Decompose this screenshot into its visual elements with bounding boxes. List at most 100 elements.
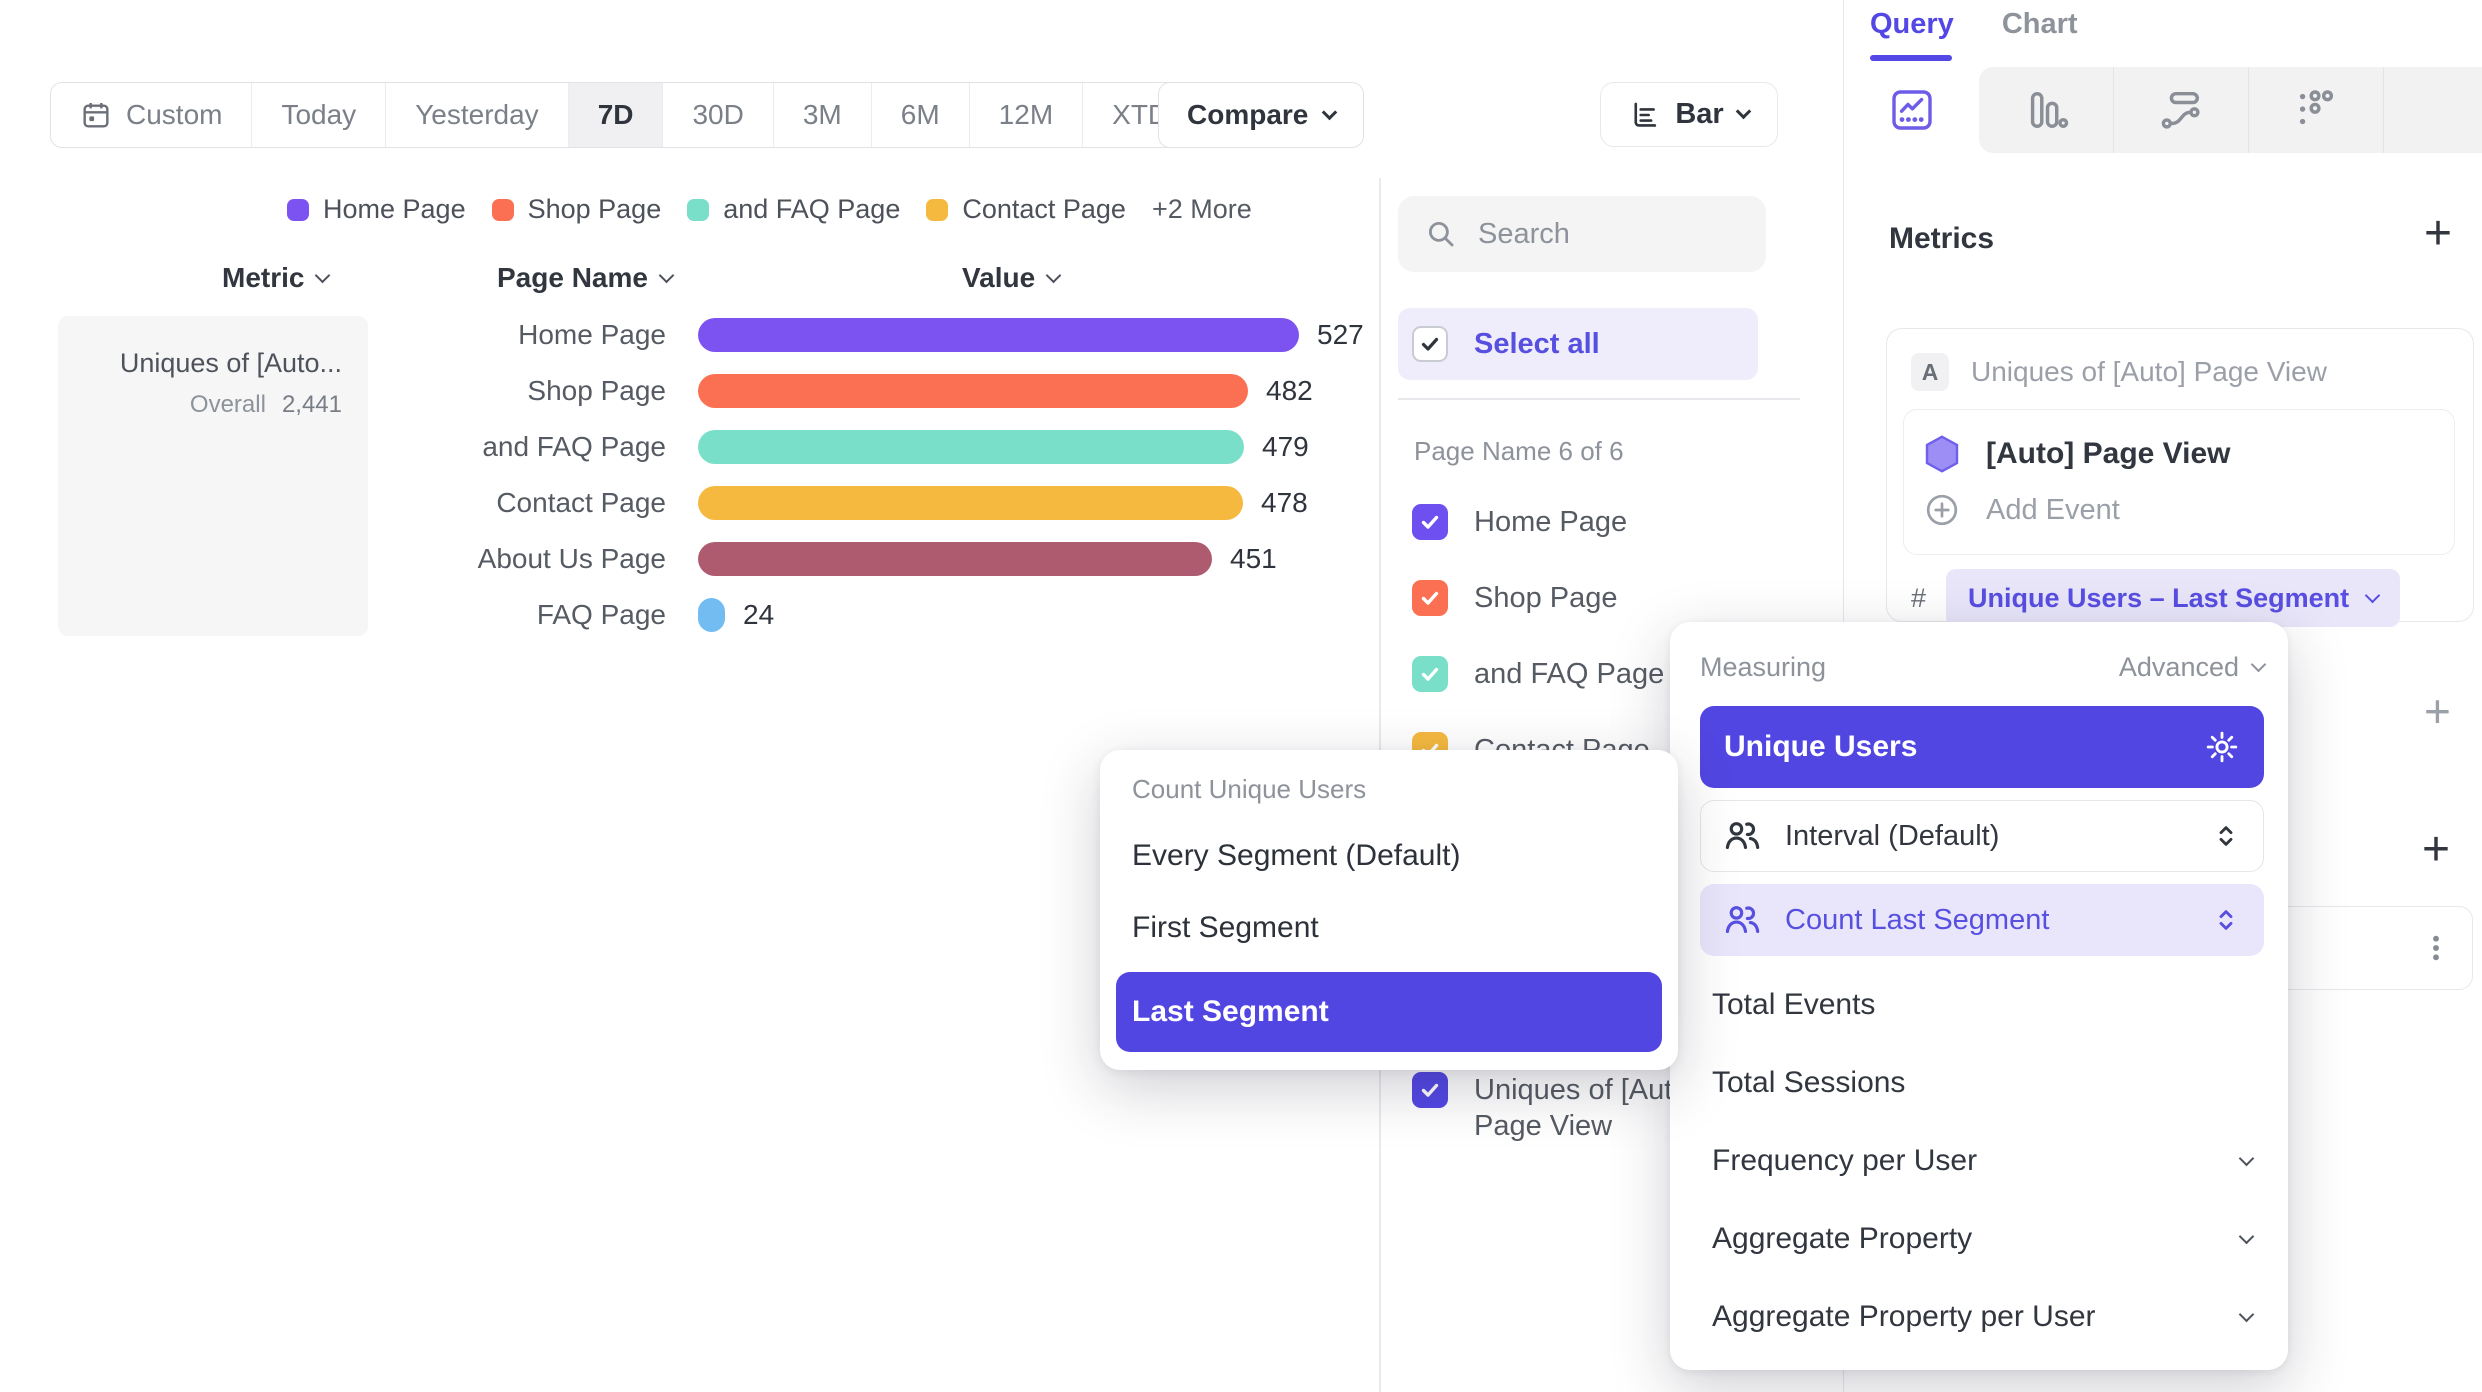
chevron-down-icon xyxy=(2238,1228,2255,1244)
date-range-30d[interactable]: 30D xyxy=(663,83,774,147)
metric-cell[interactable]: Uniques of [Auto... Overall 2,441 xyxy=(58,316,368,636)
measuring-option-aggregate-property[interactable]: Aggregate Property xyxy=(1700,1200,2264,1278)
legend-swatch xyxy=(926,198,949,221)
measurement-pill-label: Unique Users – Last Segment xyxy=(1968,582,2350,613)
date-range-6m[interactable]: 6M xyxy=(872,83,970,147)
column-header-value-label: Value xyxy=(962,262,1036,293)
row-value: 482 xyxy=(1266,375,1313,406)
row-value: 527 xyxy=(1317,319,1364,350)
value-bar[interactable] xyxy=(698,542,1212,576)
add-breakdown-button[interactable]: + xyxy=(2422,823,2451,876)
measuring-option-label: Aggregate Property per User xyxy=(1712,1300,2096,1333)
date-range-12m[interactable]: 12M xyxy=(970,83,1084,147)
chart-type-button[interactable]: Bar xyxy=(1600,82,1778,147)
filter-item-uniques[interactable]: Uniques of [Auto] Page View xyxy=(1412,1072,1730,1145)
filter-item-home-page[interactable]: Home Page xyxy=(1412,484,1669,560)
report-tab-insights[interactable] xyxy=(1844,67,1979,153)
filter-item-and-faq-page[interactable]: and FAQ Page xyxy=(1412,636,1669,712)
measuring-option-aggregate-property-per-user[interactable]: Aggregate Property per User xyxy=(1700,1278,2264,1356)
date-range-label: 3M xyxy=(802,99,842,130)
tab-chart[interactable]: Chart xyxy=(2001,8,2078,40)
measuring-option-label: Aggregate Property xyxy=(1712,1222,1973,1255)
measuring-suboption-interval[interactable]: Interval (Default) xyxy=(1700,800,2264,872)
measuring-option-total-sessions[interactable]: Total Sessions xyxy=(1700,1044,2264,1122)
sort-toggle-icon[interactable] xyxy=(2211,905,2241,935)
measurement-pill[interactable]: Unique Users – Last Segment xyxy=(1946,569,2401,627)
value-bar[interactable] xyxy=(698,318,1299,352)
checkbox-checked[interactable] xyxy=(1412,1072,1448,1108)
row-label[interactable]: FAQ Page xyxy=(536,599,666,630)
gear-icon[interactable] xyxy=(2204,729,2240,765)
event-card: [Auto] Page View Add Event xyxy=(1903,409,2455,555)
checkbox-checked[interactable] xyxy=(1412,656,1448,692)
column-header-page-name[interactable]: Page Name xyxy=(497,262,675,294)
overall-value: 2,441 xyxy=(281,391,342,418)
metric-card: A Uniques of [Auto] Page View [Auto] Pag… xyxy=(1886,328,2474,627)
report-tab-flows[interactable] xyxy=(2114,67,2249,153)
kebab-menu-icon[interactable] xyxy=(2420,932,2452,964)
value-bar[interactable] xyxy=(698,486,1243,520)
report-tab-retention[interactable] xyxy=(2249,67,2384,153)
filter-divider xyxy=(1398,398,1800,400)
tab-query[interactable]: Query xyxy=(1870,8,1954,40)
add-metric-button[interactable]: + xyxy=(2424,207,2453,260)
add-filter-button[interactable]: + xyxy=(2424,685,2451,737)
date-range-custom[interactable]: Custom xyxy=(51,83,253,147)
advanced-label: Advanced xyxy=(2118,651,2239,682)
flows-icon xyxy=(2161,91,2200,129)
report-tab-funnels[interactable] xyxy=(1979,67,2114,153)
date-range-label: 30D xyxy=(692,99,744,130)
legend-item-home-page[interactable]: Home Page xyxy=(287,194,466,225)
event-row[interactable]: [Auto] Page View xyxy=(1924,426,2454,482)
search-box[interactable] xyxy=(1398,196,1766,272)
select-all-row[interactable]: Select all xyxy=(1398,308,1758,380)
checkbox-checked[interactable] xyxy=(1412,580,1448,616)
measuring-title: Measuring xyxy=(1700,651,1827,682)
row-label[interactable]: Contact Page xyxy=(496,487,666,518)
column-header-value[interactable]: Value xyxy=(962,262,1062,294)
filter-item-shop-page[interactable]: Shop Page xyxy=(1412,560,1669,636)
value-bar[interactable] xyxy=(698,430,1244,464)
legend-item-shop-page[interactable]: Shop Page xyxy=(491,194,661,225)
filter-item-label: and FAQ Page xyxy=(1474,657,1665,690)
segment-option-first-segment[interactable]: First Segment xyxy=(1132,911,1319,944)
compare-button[interactable]: Compare xyxy=(1158,82,1365,148)
measuring-option-unique-users[interactable]: Unique Users xyxy=(1700,706,2264,788)
checkbox-checked[interactable] xyxy=(1412,504,1448,540)
measuring-dropdown: Measuring Advanced Unique Users Interval… xyxy=(1670,622,2288,1370)
value-bar[interactable] xyxy=(698,598,725,632)
table-row-contact-page: Contact Page 478 xyxy=(0,475,1370,531)
add-event-row[interactable]: Add Event xyxy=(1924,482,2454,538)
advanced-toggle[interactable]: Advanced xyxy=(2118,651,2267,683)
row-label[interactable]: About Us Page xyxy=(477,543,666,574)
row-value: 451 xyxy=(1230,543,1277,574)
select-all-checkbox[interactable] xyxy=(1412,326,1448,362)
value-bar[interactable] xyxy=(698,374,1248,408)
measuring-option-frequency-per-user[interactable]: Frequency per User xyxy=(1700,1122,2264,1200)
row-label[interactable]: Shop Page xyxy=(527,375,666,406)
column-header-page-name-label: Page Name xyxy=(497,262,648,293)
date-range-yesterday[interactable]: Yesterday xyxy=(386,83,569,147)
legend-item-and-faq-page[interactable]: and FAQ Page xyxy=(687,194,900,225)
chevron-down-icon xyxy=(658,267,675,283)
legend-swatch xyxy=(687,198,710,221)
check-icon xyxy=(1421,1083,1439,1097)
measuring-option-total-events[interactable]: Total Events xyxy=(1700,966,2264,1044)
date-range-7d[interactable]: 7D xyxy=(568,83,664,147)
search-input[interactable] xyxy=(1478,217,1728,251)
date-range-today[interactable]: Today xyxy=(252,83,387,147)
measuring-suboption-count-last-segment[interactable]: Count Last Segment xyxy=(1700,884,2264,956)
legend-more[interactable]: +2 More xyxy=(1151,194,1252,224)
row-label[interactable]: and FAQ Page xyxy=(482,431,666,462)
table-row-faq-page: FAQ Page 24 xyxy=(0,587,1370,643)
legend-item-contact-page[interactable]: Contact Page xyxy=(926,194,1126,225)
segment-option-every-segment-default[interactable]: Every Segment (Default) xyxy=(1132,839,1461,872)
date-range-3m[interactable]: 3M xyxy=(774,83,872,147)
row-label[interactable]: Home Page xyxy=(518,319,666,350)
chart-type-label: Bar xyxy=(1675,98,1724,130)
sort-toggle-icon[interactable] xyxy=(2211,821,2241,851)
column-header-metric[interactable]: Metric xyxy=(222,262,331,294)
segment-option-last-segment[interactable]: Last Segment xyxy=(1116,972,1662,1052)
chevron-down-icon xyxy=(315,267,331,283)
